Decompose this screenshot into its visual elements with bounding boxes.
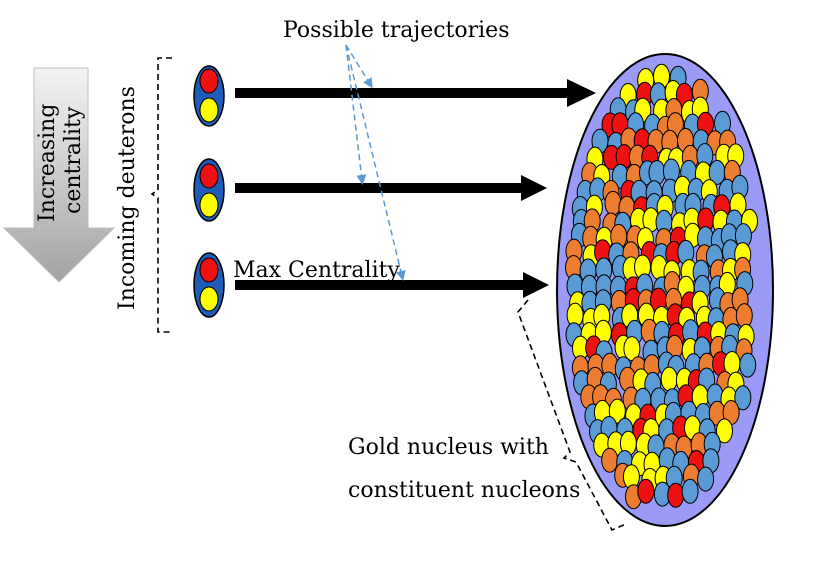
nucleon: [697, 466, 715, 492]
gold-nucleus-label-line1: Gold nucleus with: [348, 435, 549, 460]
nucleon: [735, 303, 753, 329]
nucleon: [604, 190, 622, 216]
deuteron-top: [193, 65, 225, 127]
gold-nucleus-label-line2: constituent nucleons: [348, 478, 580, 503]
possible-trajectory-pointers: [345, 44, 406, 281]
trajectory-arrow-bottom: [235, 272, 549, 298]
nucleon: [739, 352, 757, 378]
trajectory-arrow-middle: [235, 175, 547, 201]
deuteron-bottom: [193, 252, 225, 318]
nucleon: [734, 385, 752, 411]
gold-nucleus-bracket: [517, 299, 627, 532]
possible-trajectories-label: Possible trajectories: [283, 18, 510, 43]
deuteron-bracket: [150, 57, 172, 333]
deuteron-middle: [193, 158, 225, 222]
trajectory-arrow-top: [235, 79, 596, 107]
incoming-deuterons-label: Incoming deuterons: [115, 86, 140, 310]
nucleon: [601, 447, 619, 473]
nucleon: [660, 366, 678, 392]
max-centrality-label: Max Centrality: [233, 258, 400, 283]
nucleon: [648, 160, 666, 185]
nucleon: [667, 482, 685, 508]
nucleons-group: [565, 63, 758, 510]
nucleon: [681, 478, 699, 504]
increasing-centrality-arrow: [2, 67, 116, 283]
nucleon: [637, 478, 655, 504]
increasing-label-line2: centrality: [61, 106, 86, 214]
increasing-label-line1: Increasing: [35, 104, 60, 222]
nucleon: [716, 418, 733, 444]
nucleon: [608, 398, 626, 424]
